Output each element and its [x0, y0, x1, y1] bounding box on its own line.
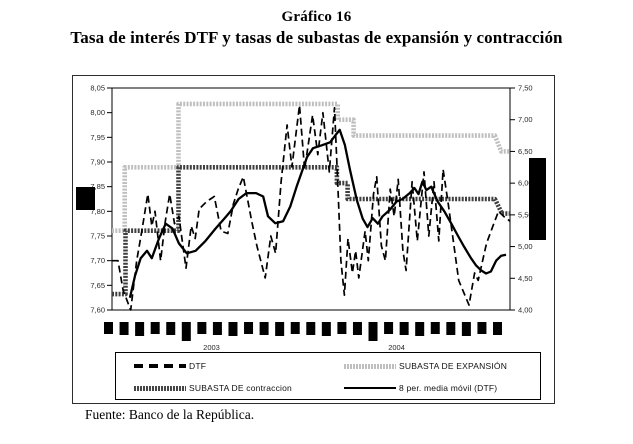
month-tick-mark [477, 322, 487, 334]
month-tick-mark [493, 322, 502, 335]
light-gray-line-sample-icon [344, 363, 396, 369]
month-tick-mark [197, 322, 207, 334]
month-tick-mark [430, 322, 440, 334]
month-tick-mark [104, 322, 113, 334]
month-tick-mark [337, 322, 347, 334]
month-tick-mark [212, 322, 222, 335]
month-tick-mark [368, 322, 378, 341]
month-tick-mark [259, 322, 269, 335]
month-tick-mark [415, 322, 425, 336]
source-note: Fuente: Banco de la República. [85, 407, 255, 422]
y-left-tick-label: 7,90 [90, 158, 105, 167]
legend-label: DTF [189, 361, 207, 371]
y-left-tick-label: 7,80 [90, 207, 105, 216]
y-left-tick-label: 8,05 [90, 84, 105, 93]
month-tick-mark [384, 322, 394, 334]
month-tick-mark [150, 322, 160, 334]
y-right-tick-label: 5,00 [518, 242, 533, 251]
scan-artifact-right [529, 158, 546, 240]
month-tick-mark [244, 322, 254, 334]
legend-label: SUBASTA DE contraccion [189, 383, 292, 393]
month-tick-mark [321, 322, 331, 336]
month-tick-mark [181, 322, 191, 341]
y-right-tick-label: 7,00 [518, 115, 533, 124]
y-right-tick-label: 4,00 [518, 306, 533, 315]
dashed-line-sample-icon [134, 364, 186, 368]
series-8-per-media-m-vil-dtf- [128, 128, 507, 298]
y-left-tick-label: 7,70 [90, 256, 105, 265]
month-tick-mark [166, 322, 176, 335]
legend-item-dtf: DTF [134, 361, 206, 371]
dark-gray-line-sample-icon [134, 385, 186, 391]
y-left-tick-label: 7,60 [90, 306, 105, 315]
chart-titles: Gráfico 16 Tasa de interés DTF y tasas d… [0, 9, 633, 48]
legend-item-subasta-expansion: SUBASTA DE EXPANSIÓN [344, 361, 507, 371]
month-tick-mark [275, 322, 285, 336]
y-right-tick-label: 6,50 [518, 147, 533, 156]
month-tick-mark [446, 322, 456, 335]
y-right-tick-label: 4,50 [518, 274, 533, 283]
y-left-tick-label: 7,85 [90, 182, 105, 191]
plot-area-border [111, 87, 511, 311]
legend-item-subasta-contraccion: SUBASTA DE contraccion [134, 383, 292, 393]
month-tick-mark [290, 322, 300, 334]
chart-legend: DTF SUBASTA DE EXPANSIÓN SUBASTA DE cont… [115, 352, 541, 400]
chart-frame [72, 75, 555, 404]
series-subasta-de-expansi-n [112, 101, 510, 233]
series-subasta-de-contraccion [112, 165, 510, 297]
y-left-tick-label: 8,00 [90, 108, 105, 117]
legend-item-media-movil: 8 per. media móvil (DTF) [344, 383, 497, 393]
y-left-tick-label: 7,65 [90, 281, 105, 290]
scan-artifact-left [76, 187, 95, 210]
figure-number: Gráfico 16 [281, 9, 352, 25]
y-left-tick-label: 7,95 [90, 133, 105, 142]
month-tick-mark [399, 322, 409, 335]
y-left-tick-label: 7,75 [90, 232, 105, 241]
y-right-tick-label: 6,00 [518, 179, 533, 188]
x-year-label: 2003 [203, 343, 220, 352]
y-right-tick-label: 5,50 [518, 210, 533, 219]
x-year-label: 2004 [388, 343, 405, 352]
month-tick-mark [119, 322, 129, 335]
solid-line-sample-icon [344, 386, 396, 390]
month-tick-mark [135, 322, 145, 336]
month-tick-mark [352, 322, 362, 335]
page-title: Tasa de interés DTF y tasas de subastas … [70, 28, 563, 47]
legend-label: 8 per. media móvil (DTF) [399, 383, 498, 393]
month-tick-mark [306, 322, 316, 335]
month-tick-mark [228, 322, 238, 336]
month-tick-mark [461, 322, 471, 336]
legend-label: SUBASTA DE EXPANSIÓN [399, 361, 508, 371]
y-right-tick-label: 7,50 [518, 84, 533, 93]
